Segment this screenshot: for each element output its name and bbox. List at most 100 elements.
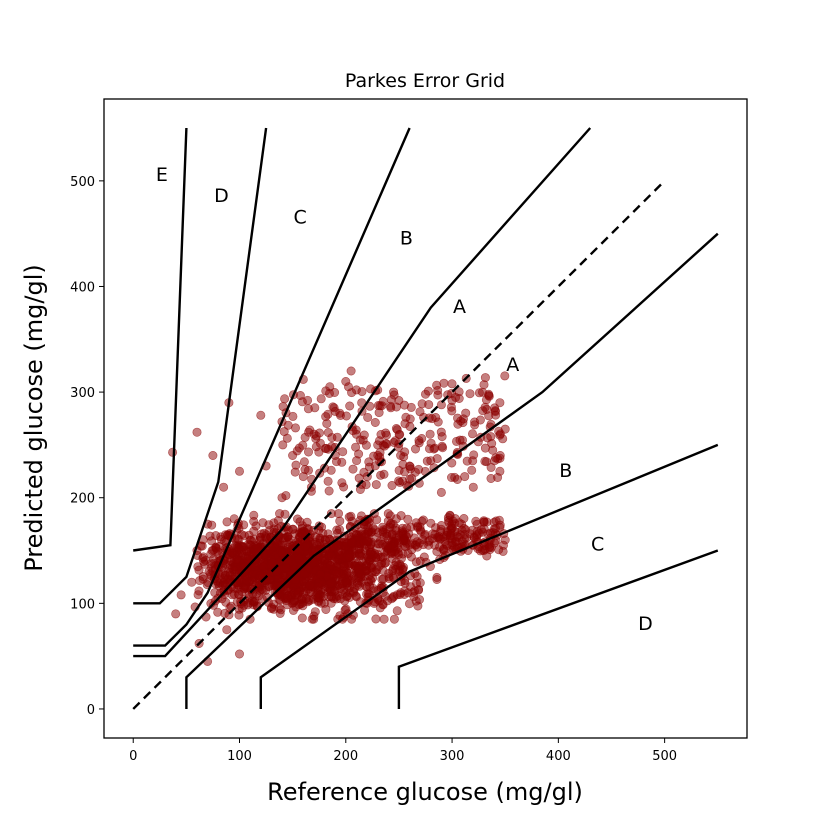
scatter-point <box>258 585 268 595</box>
x-axis-ticks: 0 100 200 300 400 500 <box>129 738 677 764</box>
scatter-point <box>232 555 242 565</box>
chart-title: Parkes Error Grid <box>345 70 505 92</box>
scatter-point <box>244 530 254 540</box>
scatter-point <box>192 427 202 437</box>
scatter-point <box>459 534 469 544</box>
scatter-point <box>288 411 298 421</box>
scatter-point <box>255 535 265 545</box>
scatter-point <box>446 521 456 531</box>
scatter-point <box>333 509 343 519</box>
scatter-point <box>485 545 495 555</box>
scatter-point <box>362 536 372 546</box>
scatter-point <box>380 558 390 568</box>
scatter-point <box>288 598 298 608</box>
scatter-point <box>222 625 232 635</box>
scatter-point <box>378 600 388 610</box>
x-tick-label: 500 <box>652 749 677 764</box>
scatter-point <box>282 563 292 573</box>
scatter-point <box>314 447 324 457</box>
y-axis-ticks: 0 100 200 300 400 500 <box>70 175 104 718</box>
scatter-point <box>450 537 460 547</box>
scatter-point <box>381 430 391 440</box>
scatter-point <box>447 406 457 416</box>
scatter-point <box>239 520 249 530</box>
scatter-point <box>283 420 293 430</box>
zone-label: D <box>638 613 653 635</box>
scatter-point <box>367 547 377 557</box>
scatter-point <box>471 516 481 526</box>
scatter-point <box>303 447 313 457</box>
scatter-point <box>219 482 229 492</box>
zone-label: E <box>156 164 168 186</box>
scatter-point <box>354 449 364 459</box>
scatter-point <box>396 511 406 521</box>
identity-dashed-line <box>132 180 666 710</box>
x-tick-label: 300 <box>440 749 465 764</box>
scatter-point <box>378 574 388 584</box>
scatter-point <box>299 589 309 599</box>
scatter-point <box>436 524 446 534</box>
scatter-point <box>375 448 385 458</box>
scatter-point <box>389 390 399 400</box>
scatter-point <box>482 404 492 414</box>
zone-label: B <box>559 460 572 482</box>
y-tick-label: 500 <box>70 175 95 190</box>
scatter-point <box>436 400 446 410</box>
scatter-point <box>370 417 380 427</box>
y-tick-label: 300 <box>70 386 95 401</box>
scatter-point <box>387 529 397 539</box>
scatter-point <box>417 433 427 443</box>
scatter-point <box>400 419 410 429</box>
scatter-point <box>378 527 388 537</box>
scatter-point <box>390 436 400 446</box>
scatter-point <box>194 586 204 596</box>
scatter-point <box>423 386 433 396</box>
scatter-point <box>364 457 374 467</box>
scatter-point <box>234 590 244 600</box>
scatter-point <box>207 520 217 530</box>
scatter-point <box>294 553 304 563</box>
scatter-point <box>303 465 313 475</box>
scatter-point <box>303 404 313 414</box>
scatter-point <box>368 573 378 583</box>
scatter-point <box>362 566 372 576</box>
scatter-point <box>207 536 217 546</box>
scatter-point <box>362 582 372 592</box>
scatter-point <box>450 514 460 524</box>
scatter-point <box>475 546 485 556</box>
scatter-point <box>326 465 336 475</box>
scatter-point <box>399 452 409 462</box>
scatter-point <box>341 604 351 614</box>
scatter-point <box>269 524 279 534</box>
scatter-point <box>391 402 401 412</box>
zone-label: A <box>506 354 519 376</box>
scatter-point <box>391 423 401 433</box>
scatter-point <box>233 534 243 544</box>
zone-boundary-line <box>259 443 719 709</box>
scatter-point <box>395 589 405 599</box>
zone-label: C <box>591 534 604 556</box>
scatter-point <box>344 512 354 522</box>
scatter-point <box>428 534 438 544</box>
scatter-point <box>208 450 218 460</box>
scatter-point <box>372 515 382 525</box>
scatter-point <box>222 517 232 527</box>
scatter-point <box>437 441 447 451</box>
scatter-point <box>495 430 505 440</box>
scatter-point <box>258 562 268 572</box>
scatter-point <box>483 529 493 539</box>
scatter-point <box>326 592 336 602</box>
scatter-point <box>235 466 245 476</box>
scatter-point <box>337 457 347 467</box>
scatter-point <box>432 380 442 390</box>
scatter-point <box>467 429 477 439</box>
scatter-point <box>347 537 357 547</box>
scatter-point <box>375 536 385 546</box>
scatter-point <box>400 578 410 588</box>
scatter-point <box>321 386 331 396</box>
scatter-point <box>321 604 331 614</box>
scatter-point <box>326 560 336 570</box>
scatter-point <box>255 571 265 581</box>
scatter-point <box>399 467 409 477</box>
scatter-point <box>339 561 349 571</box>
